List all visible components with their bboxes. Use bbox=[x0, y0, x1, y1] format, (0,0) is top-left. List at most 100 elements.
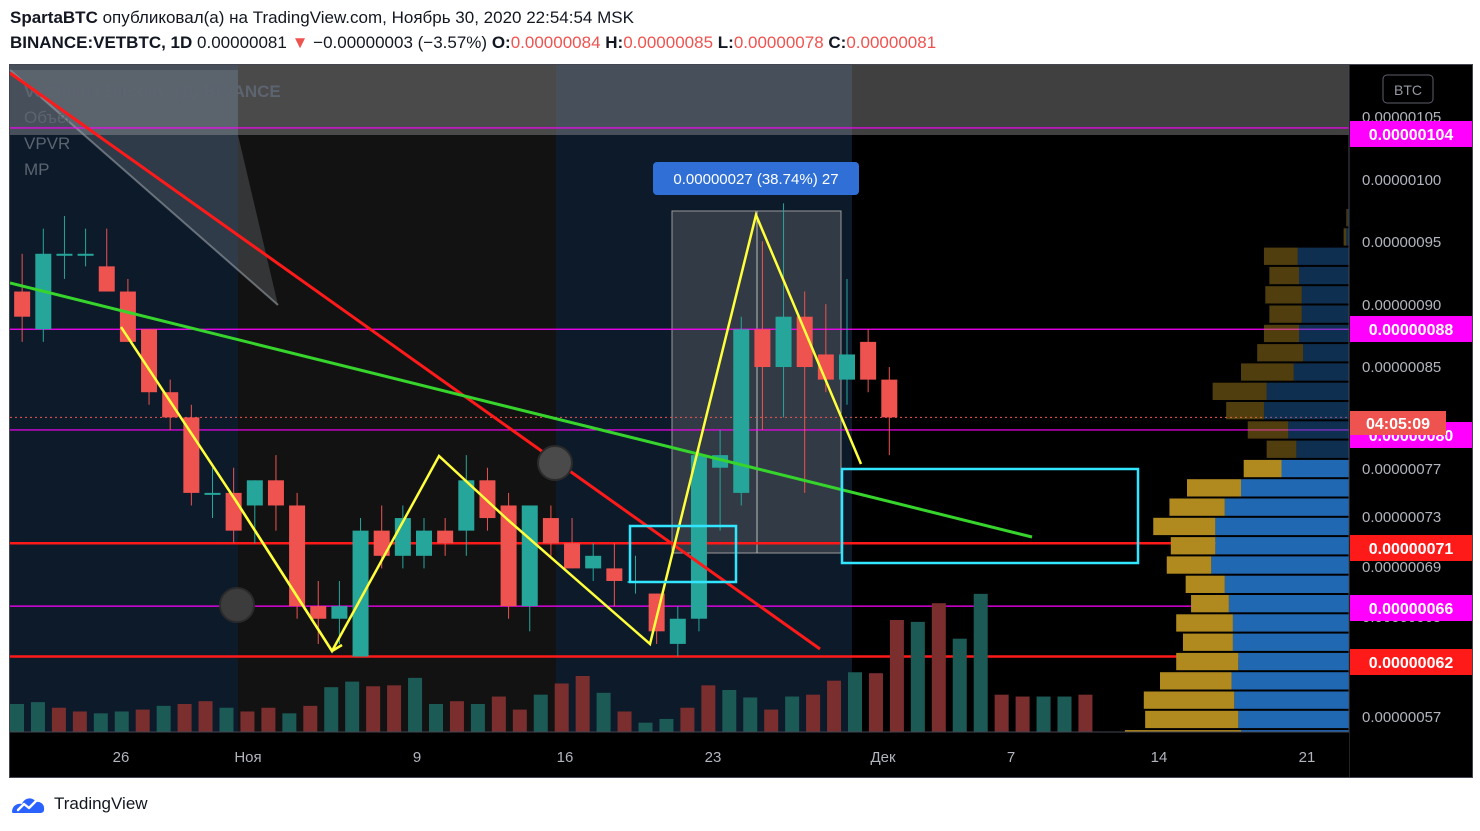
vpvr-down-bar bbox=[1243, 459, 1282, 478]
author-name[interactable]: SpartaBTC bbox=[10, 8, 98, 27]
volume-bar bbox=[659, 718, 674, 732]
vpvr-up-bar bbox=[1232, 614, 1349, 632]
volume-bar bbox=[240, 711, 255, 732]
volume-bar bbox=[51, 707, 66, 732]
candle-body bbox=[267, 480, 284, 506]
vpvr-down-bar bbox=[1145, 710, 1239, 729]
selection-band-left bbox=[10, 65, 852, 135]
candle-body bbox=[331, 606, 348, 619]
green-trendline bbox=[10, 281, 1033, 539]
vpvr-down-bar bbox=[1153, 517, 1216, 536]
candle-body bbox=[585, 555, 602, 569]
price-chart[interactable]: VeChain / Bitcoin, 1Д, BINANCEОбъёмVPVRM… bbox=[10, 65, 1472, 777]
y-tick-label: 0.00000085 bbox=[1362, 359, 1441, 376]
vpvr-up-bar bbox=[1346, 228, 1349, 246]
volume-bar bbox=[30, 702, 45, 732]
vpvr-up-bar bbox=[1211, 556, 1349, 574]
candle-body bbox=[775, 316, 792, 368]
down-arrow-icon: ▼ bbox=[291, 33, 309, 52]
legend-item: VPVR bbox=[24, 134, 70, 153]
x-tick-label: 7 bbox=[1007, 749, 1015, 766]
volume-bar bbox=[366, 686, 381, 732]
volume-bar bbox=[806, 694, 821, 732]
volume-bar bbox=[177, 704, 192, 732]
volume-bar bbox=[638, 722, 653, 732]
volume-bar bbox=[1057, 696, 1072, 732]
legend-title: VeChain / Bitcoin, 1Д, BINANCE bbox=[24, 82, 281, 101]
x-tick-label: 14 bbox=[1151, 749, 1168, 766]
volume-bar bbox=[743, 697, 758, 732]
vpvr-down-bar bbox=[1247, 421, 1289, 439]
high-value: 0.00000085 bbox=[623, 33, 714, 52]
volume-bar bbox=[575, 676, 590, 732]
vpvr-up-bar bbox=[1266, 382, 1349, 400]
vpvr-up-bar bbox=[1281, 459, 1349, 478]
candle-body bbox=[881, 379, 898, 418]
vpvr-up-bar bbox=[1224, 575, 1349, 593]
vpvr-up-bar bbox=[1224, 498, 1349, 516]
volume-bar bbox=[680, 707, 695, 732]
session-band-nov bbox=[238, 65, 556, 732]
y-tick-label: 0.00000077 bbox=[1362, 461, 1441, 478]
time-axis bbox=[10, 732, 1349, 777]
vpvr-down-bar bbox=[1176, 652, 1239, 671]
volume-bar bbox=[10, 704, 24, 732]
vpvr-down-bar bbox=[1269, 305, 1302, 323]
candle-body bbox=[669, 618, 686, 644]
close-value: 0.00000081 bbox=[846, 33, 937, 52]
vpvr-down-bar bbox=[1263, 247, 1298, 265]
x-tick-label: 9 bbox=[413, 749, 421, 766]
chart-frame[interactable]: VeChain / Bitcoin, 1Д, BINANCE Объём VPVR M… bbox=[9, 64, 1473, 778]
tradingview-logo-icon[interactable] bbox=[10, 792, 46, 816]
volume-bar bbox=[72, 711, 87, 732]
candle-body bbox=[162, 392, 179, 418]
vpvr-down-bar bbox=[1226, 402, 1264, 420]
candle-body bbox=[796, 316, 813, 368]
price-label-bg bbox=[1350, 535, 1472, 561]
candle-body bbox=[437, 530, 454, 544]
volume-bar bbox=[722, 690, 737, 732]
volume-bar bbox=[1036, 696, 1051, 732]
currency-badge-text: BTC bbox=[1394, 82, 1422, 98]
vpvr-down-bar bbox=[1185, 575, 1225, 593]
candle-body bbox=[373, 530, 390, 556]
volume-bar bbox=[345, 681, 360, 732]
vpvr-up-bar bbox=[1234, 691, 1349, 709]
candle-body bbox=[500, 505, 517, 607]
volume-bar bbox=[429, 704, 443, 732]
vpvr-down-bar bbox=[1257, 344, 1304, 362]
vpvr-down-bar bbox=[1346, 209, 1348, 227]
candle-body bbox=[246, 480, 263, 506]
volume-bar bbox=[827, 680, 842, 732]
vpvr-down-bar bbox=[1191, 595, 1229, 613]
volume-bar bbox=[512, 709, 527, 732]
volume-bar bbox=[324, 687, 339, 732]
y-tick-label: 0.00000057 bbox=[1362, 709, 1441, 726]
candle-body bbox=[204, 492, 221, 495]
brand-name[interactable]: TradingView bbox=[54, 794, 148, 813]
candle-body bbox=[690, 455, 707, 619]
volume-bar bbox=[219, 707, 234, 732]
price-label-bg bbox=[1350, 595, 1472, 621]
vpvr-up-bar bbox=[1215, 517, 1349, 536]
marker-circle bbox=[537, 445, 573, 481]
vpvr-down-bar bbox=[1212, 382, 1267, 400]
candle-body bbox=[77, 253, 94, 256]
volume-bar bbox=[994, 694, 1009, 732]
price-label: 0.00000066 bbox=[1369, 601, 1454, 618]
y-tick-label: 0.00000069 bbox=[1362, 559, 1441, 576]
legend-item: MP bbox=[24, 160, 50, 179]
vpvr-down-bar bbox=[1182, 633, 1233, 651]
volume-bar bbox=[1015, 696, 1030, 732]
vpvr-up-bar bbox=[1288, 421, 1349, 439]
currency-badge bbox=[1382, 74, 1434, 104]
target-box-small bbox=[628, 524, 738, 584]
candle-body bbox=[542, 518, 559, 544]
volume-bar bbox=[868, 673, 883, 732]
vpvr-up-bar bbox=[1263, 402, 1349, 420]
volume-bar bbox=[387, 685, 402, 732]
vpvr-down-bar bbox=[1263, 324, 1300, 343]
volume-bar bbox=[303, 705, 318, 732]
price-label-bg bbox=[1350, 649, 1472, 675]
candle-body bbox=[521, 505, 538, 607]
